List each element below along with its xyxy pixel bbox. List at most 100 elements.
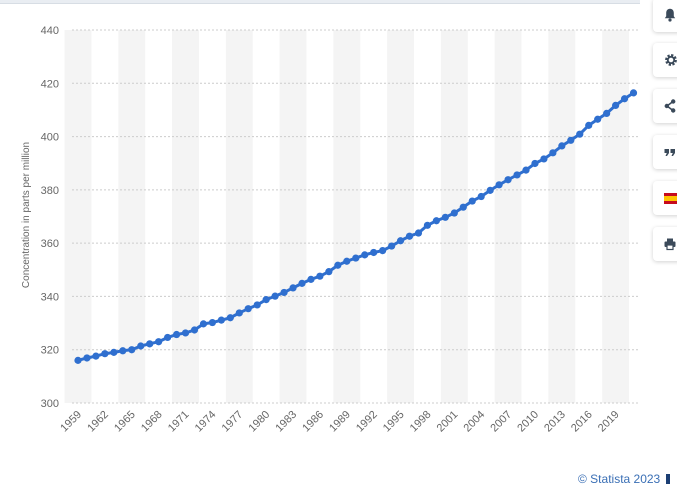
data-point[interactable] [585,121,593,129]
x-tick-label: 1983 [273,409,299,435]
data-point[interactable] [531,159,539,168]
data-point[interactable] [298,279,306,287]
data-point[interactable] [334,261,342,269]
data-point[interactable] [101,350,109,358]
data-point[interactable] [155,338,163,346]
share-button[interactable] [653,89,677,123]
series-group [74,89,638,364]
data-point[interactable] [262,296,270,304]
background-band [64,30,92,403]
x-tick-label: 1998 [408,409,434,435]
data-point[interactable] [325,268,333,276]
data-point[interactable] [119,347,127,355]
statista-credit[interactable]: © Statista 2023 [578,472,671,486]
data-point[interactable] [316,272,324,280]
data-point[interactable] [92,352,100,360]
spain-flag-icon [664,193,677,204]
y-tick-label: 400 [41,132,59,144]
data-point[interactable] [388,242,396,250]
data-point[interactable] [226,314,234,322]
data-point[interactable] [146,340,154,348]
data-point[interactable] [137,342,145,350]
share-icon [664,99,676,113]
background-band [225,30,253,403]
background-band [494,30,522,403]
data-point[interactable] [540,155,548,163]
data-point[interactable] [164,333,172,342]
background-band [333,30,361,403]
data-point[interactable] [110,348,118,356]
statista-flag-icon [666,474,671,484]
background-band [172,30,199,403]
data-point[interactable] [172,330,181,339]
y-tick-label: 420 [41,78,59,90]
x-tick-label: 2019 [596,409,622,435]
x-tick-label: 1995 [381,409,407,435]
data-point[interactable] [343,257,351,265]
data-point[interactable] [629,89,638,97]
data-point[interactable] [504,176,512,184]
data-point[interactable] [513,171,521,179]
data-point[interactable] [405,232,414,240]
data-point[interactable] [486,186,494,194]
data-point[interactable] [199,320,208,328]
data-point[interactable] [432,217,440,225]
notification-button[interactable] [653,0,677,32]
y-tick-label: 360 [41,238,59,250]
data-point[interactable] [379,247,387,255]
data-point[interactable] [495,181,503,189]
data-point[interactable] [549,149,557,157]
data-point[interactable] [244,305,252,313]
x-tick-label: 2016 [569,409,595,435]
data-point[interactable] [414,229,423,237]
x-tick-label: 1977 [220,409,246,435]
data-point[interactable] [289,284,297,292]
data-point[interactable] [441,213,449,221]
data-point[interactable] [271,292,279,300]
data-point[interactable] [352,254,360,262]
top-panel-edge [0,0,640,4]
data-point[interactable] [307,275,315,283]
data-point[interactable] [74,356,82,364]
y-tick-label: 440 [41,25,59,37]
x-tick-label: 2007 [488,409,514,435]
x-tick-label: 2010 [515,409,541,435]
data-point[interactable] [620,95,629,103]
x-tick-label: 1992 [354,409,380,435]
print-button[interactable] [653,227,677,261]
x-tick-label: 1962 [85,409,111,435]
data-point[interactable] [235,309,243,317]
data-point[interactable] [181,329,190,337]
data-point[interactable] [603,109,611,117]
data-point[interactable] [567,136,575,144]
citation-button[interactable] [653,135,677,169]
data-point[interactable] [396,237,405,245]
data-point[interactable] [450,209,458,217]
data-point[interactable] [612,101,620,109]
data-point[interactable] [190,326,199,334]
data-point[interactable] [477,192,485,201]
data-point[interactable] [522,166,530,174]
data-point[interactable] [459,203,467,211]
gear-icon [665,54,677,66]
language-button[interactable] [653,181,677,215]
data-point[interactable] [280,288,288,297]
data-point[interactable] [594,115,602,123]
data-point[interactable] [576,130,584,138]
x-tick-label: 1980 [246,409,272,435]
settings-button[interactable] [653,43,677,77]
y-tick-label: 340 [41,291,59,303]
data-point[interactable] [468,197,476,205]
data-point[interactable] [253,301,261,309]
data-point[interactable] [208,318,216,327]
data-point[interactable] [558,142,566,150]
data-point[interactable] [128,346,136,354]
data-point[interactable] [83,354,91,362]
background-bands [64,30,630,403]
data-point[interactable] [217,316,225,324]
data-point[interactable] [370,248,378,257]
data-point[interactable] [423,221,432,229]
data-point[interactable] [361,251,369,259]
